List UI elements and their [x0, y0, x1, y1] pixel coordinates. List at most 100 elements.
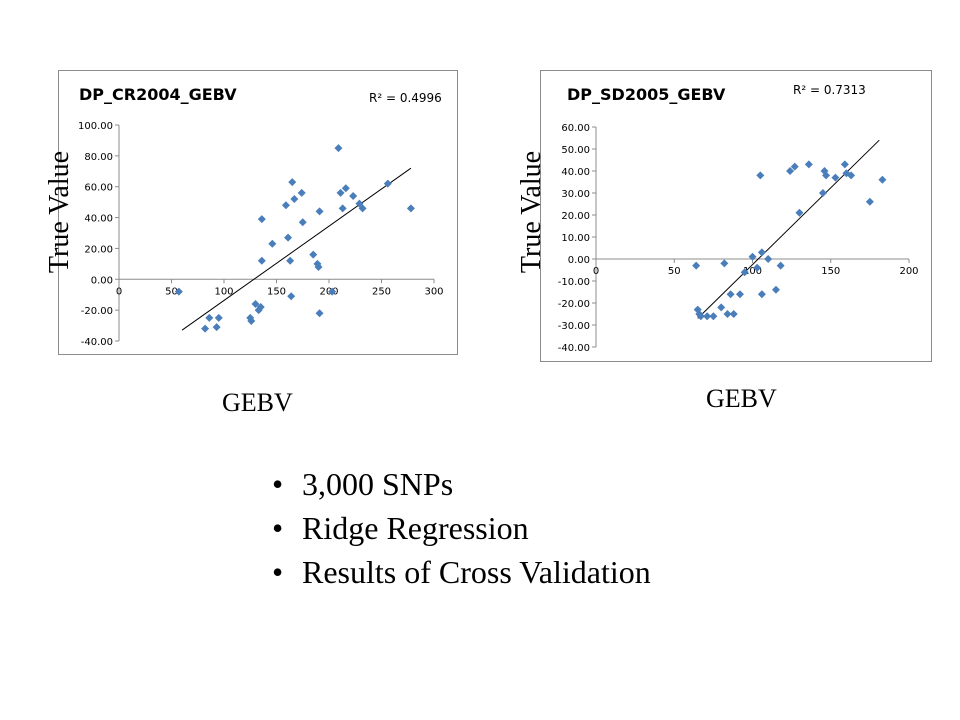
data-point — [328, 287, 337, 296]
data-point — [314, 262, 323, 271]
trendline — [697, 139, 880, 319]
data-point — [771, 285, 780, 294]
data-point — [214, 313, 223, 322]
y-axis-label-right: True Value — [516, 150, 547, 274]
data-point — [284, 233, 293, 242]
trendline — [181, 167, 412, 331]
data-point — [696, 312, 705, 321]
x-tick-label: 300 — [424, 286, 443, 297]
data-point — [847, 171, 856, 180]
data-point — [256, 303, 265, 312]
data-point — [753, 263, 762, 272]
data-point — [790, 162, 799, 171]
data-point — [842, 169, 851, 178]
y-tick-label: 50.00 — [561, 145, 590, 156]
r-squared-label: R² = 0.7313 — [793, 83, 866, 97]
data-point — [756, 171, 765, 180]
data-point — [297, 188, 306, 197]
x-axis-label-right: GEBV — [706, 384, 777, 413]
data-point — [174, 287, 183, 296]
data-point — [290, 195, 299, 204]
data-point — [212, 323, 221, 332]
y-tick-label: 20.00 — [84, 244, 113, 255]
x-tick-label: 50 — [165, 286, 178, 297]
data-point — [748, 252, 757, 261]
data-point — [804, 160, 813, 169]
data-point — [740, 268, 749, 277]
data-point — [818, 189, 827, 197]
chart-dp-sd2005: -40.00 -30.00 -20.00 -10.00 0.00 10.00 20.00 30… — [540, 70, 932, 362]
data-point — [247, 316, 256, 325]
data-point — [831, 173, 840, 182]
x-tick-label: 200 — [899, 266, 918, 277]
data-point — [288, 178, 297, 187]
data-point — [692, 261, 701, 270]
x-tick-label: 250 — [372, 286, 391, 297]
y-tick-label: 30.00 — [561, 189, 590, 200]
data-point — [341, 184, 350, 193]
data-point — [286, 256, 295, 265]
data-point — [786, 167, 795, 175]
data-point — [795, 208, 804, 217]
data-point — [878, 175, 887, 184]
data-point — [865, 197, 874, 206]
x-tick-label: 0 — [116, 286, 122, 297]
data-point — [315, 207, 324, 216]
data-point — [309, 250, 318, 259]
y-tick-label: 40.00 — [561, 167, 590, 178]
data-point — [298, 218, 307, 227]
y-tick-label: 20.00 — [561, 211, 590, 222]
y-tick-label: -20.00 — [81, 306, 113, 317]
y-tick-label: 60.00 — [84, 183, 113, 194]
bullet-icon: • — [272, 554, 284, 590]
y-tick-label: 10.00 — [561, 233, 590, 244]
data-point — [281, 201, 290, 210]
chart-dp-cr2004: -40.00 -20.00 0.00 20.00 40.00 60.00 80.00 100.… — [58, 70, 458, 355]
y-tick-label: 100.00 — [78, 121, 113, 132]
data-point — [201, 324, 210, 333]
bullet-list: • 3,000 SNPs • Ridge Regression • Results o… — [272, 462, 651, 594]
y-tick-label: -10.00 — [558, 277, 590, 288]
bullet-item: • Results of Cross Validation — [272, 550, 651, 594]
data-point — [334, 144, 343, 153]
data-point — [757, 248, 766, 257]
x-tick-label: 0 — [593, 266, 599, 277]
data-point — [757, 290, 766, 299]
chart-title: DP_SD2005_GEBV — [567, 85, 726, 104]
data-point — [720, 259, 729, 268]
bullet-icon: • — [272, 466, 284, 502]
data-point — [729, 310, 738, 318]
data-point — [257, 215, 266, 224]
x-tick-label: 50 — [668, 266, 681, 277]
data-point — [776, 261, 785, 270]
data-point — [735, 290, 744, 299]
x-tick-label: 150 — [267, 286, 286, 297]
bullet-item: • Ridge Regression — [272, 506, 651, 550]
data-point — [338, 204, 347, 213]
x-tick-label: 100 — [214, 286, 233, 297]
r-squared-label: R² = 0.4996 — [369, 91, 442, 105]
y-tick-label: -20.00 — [558, 299, 590, 310]
data-point — [358, 204, 367, 213]
data-point — [723, 310, 732, 318]
data-point — [287, 292, 296, 301]
data-point — [764, 255, 773, 263]
data-point — [205, 313, 214, 322]
data-point — [726, 290, 735, 299]
data-point — [257, 256, 266, 265]
x-tick-label: 150 — [821, 266, 840, 277]
y-tick-label: 60.00 — [561, 123, 590, 134]
data-point — [268, 239, 277, 248]
data-point — [703, 312, 712, 321]
data-point — [822, 171, 831, 180]
chart-title: DP_CR2004_GEBV — [79, 85, 237, 104]
data-point — [251, 299, 260, 308]
data-point — [709, 312, 718, 321]
chart-dp-sd2005-plot: -40.00 -30.00 -20.00 -10.00 0.00 10.00 20.00 30… — [558, 123, 919, 354]
data-point — [717, 303, 726, 312]
y-tick-label: 0.00 — [91, 275, 113, 286]
bullet-icon: • — [272, 510, 284, 546]
y-tick-label: -30.00 — [558, 321, 590, 332]
y-tick-label: -40.00 — [558, 343, 590, 354]
data-point — [336, 188, 345, 197]
